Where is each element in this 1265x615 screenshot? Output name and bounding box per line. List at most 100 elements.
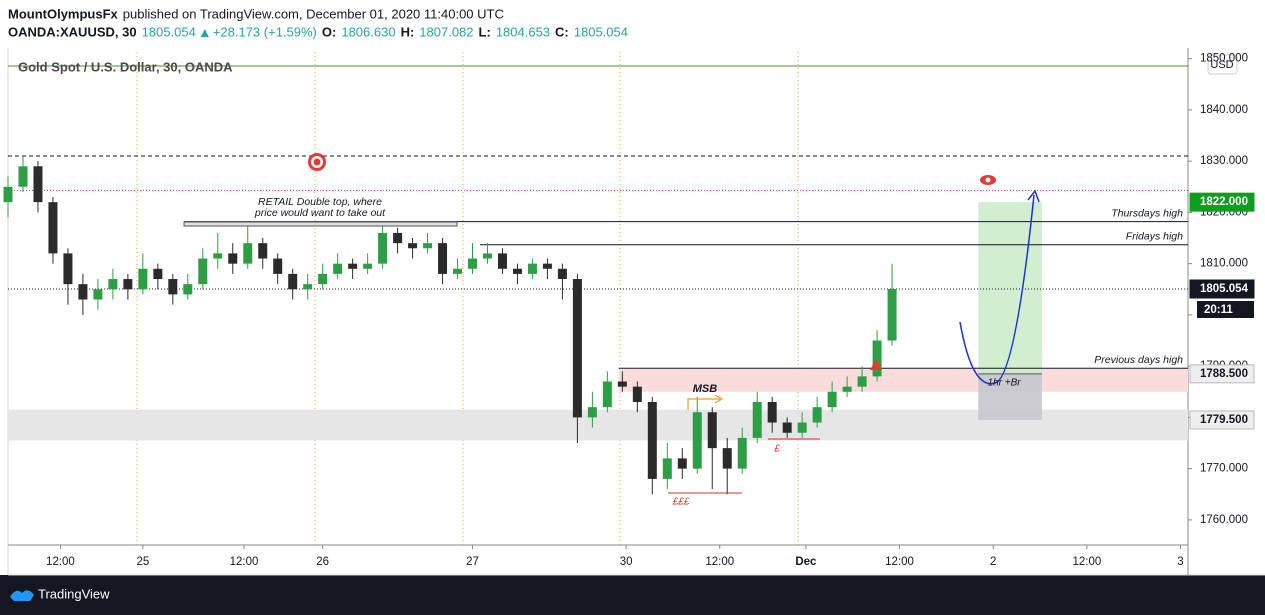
loss-zone	[978, 373, 1042, 420]
brand-logo	[10, 590, 34, 601]
candle-body	[318, 273, 328, 285]
candle-body	[78, 284, 88, 300]
x-tick-label: 12:00	[705, 556, 734, 568]
last-price: 1805.054	[142, 24, 196, 39]
candle-body	[63, 253, 73, 285]
candle-body	[198, 258, 208, 285]
eye-icon	[980, 175, 996, 185]
ohlc-label: L:	[479, 24, 491, 39]
ohlc-label: H:	[401, 24, 415, 39]
candle-body	[677, 458, 687, 469]
candle-body	[333, 263, 343, 274]
candle-body	[303, 284, 313, 290]
candle-body	[827, 391, 837, 408]
candle-body	[872, 340, 882, 377]
annotation: £	[773, 444, 780, 455]
brand[interactable]: TradingView	[38, 586, 110, 601]
candle-body	[572, 279, 582, 418]
session-separators	[136, 52, 799, 545]
candle-body	[288, 273, 298, 290]
candle-body	[3, 186, 13, 203]
annotation: RETAIL Double top, where	[258, 196, 382, 208]
y-tick-label: 1810.000	[1200, 258, 1248, 270]
symbol: OANDA:XAUUSD, 30	[8, 24, 137, 39]
candle-body	[408, 243, 418, 249]
candle-body	[468, 258, 478, 269]
candle-body	[108, 279, 118, 290]
candle-body	[737, 437, 747, 469]
x-tick-label: 12:00	[885, 556, 914, 568]
countdown: 20:11	[1204, 304, 1233, 316]
zone	[618, 368, 1188, 392]
target-icon	[308, 153, 326, 171]
plot	[3, 155, 1188, 495]
candle-body	[393, 232, 403, 244]
candle-body	[647, 402, 657, 479]
currency: USD	[1210, 59, 1233, 71]
level-label: Thursdays high	[1111, 207, 1183, 219]
candle-body	[363, 263, 373, 269]
candle-body	[812, 407, 822, 423]
candle-body	[168, 279, 178, 295]
price-box	[1189, 364, 1255, 384]
candle-body	[662, 458, 672, 479]
ohlc-value: 1804.653	[496, 24, 550, 39]
candle-body	[752, 402, 762, 438]
warning-icon	[870, 359, 882, 370]
y-tick-label: 1830.000	[1200, 155, 1248, 167]
annotation: MSB	[693, 383, 718, 395]
usd-button[interactable]	[1207, 54, 1238, 75]
profit-zone	[978, 202, 1042, 374]
candle-body	[587, 407, 597, 418]
price-box	[1189, 279, 1255, 299]
candle-body	[857, 376, 867, 387]
x-tick-label: 12:00	[46, 556, 75, 568]
candle-body	[183, 284, 193, 295]
candle-body	[243, 243, 253, 264]
candle-body	[497, 253, 507, 269]
candle-body	[707, 412, 717, 449]
candle-body	[153, 268, 163, 280]
x-tick-label: 12:00	[1072, 556, 1101, 568]
level-label: Previous days high	[1094, 354, 1183, 366]
arrow-head	[1027, 189, 1040, 203]
candle-body	[782, 422, 792, 433]
countdown-box	[1197, 300, 1254, 318]
ohlc-label: C:	[555, 24, 569, 39]
y-tick-label: 1770.000	[1200, 463, 1248, 475]
candle-body	[482, 253, 492, 259]
candle-body	[33, 166, 43, 203]
annotation: £££	[672, 497, 690, 508]
candle-body	[797, 422, 807, 433]
annotation: price would want to take out	[254, 207, 386, 219]
price-box	[1189, 192, 1255, 212]
author: MountOlympusFx	[8, 6, 119, 21]
price-box	[1189, 410, 1255, 430]
price-box-label: 1805.054	[1200, 283, 1249, 295]
ohlc-value: 1807.082	[419, 24, 473, 39]
chart-title: Gold Spot / U.S. Dollar, 30, OANDA	[18, 59, 233, 74]
ohlc-value: 1805.054	[574, 24, 628, 39]
candle-body	[632, 386, 642, 403]
candle-body	[453, 268, 463, 274]
candle-body	[767, 402, 777, 423]
candle-body	[18, 166, 28, 187]
position-label: 1hr +Br	[988, 377, 1022, 388]
level-label: Fridays high	[1126, 230, 1183, 242]
x-tick-label: 30	[620, 556, 633, 568]
candle-body	[438, 243, 448, 274]
ohlc-label: O:	[322, 24, 336, 39]
x-tick-label: 25	[136, 556, 149, 568]
candle-body	[138, 268, 148, 290]
price-box-label: 1779.500	[1200, 414, 1248, 426]
candle-body	[273, 258, 283, 274]
candle-body	[423, 243, 433, 249]
candle-body	[123, 279, 133, 290]
publish-info: published on TradingView.com, December 0…	[123, 6, 504, 21]
candle-body	[228, 253, 238, 264]
y-tick-label: 1760.000	[1200, 514, 1248, 526]
x-tick-label: 26	[316, 556, 329, 568]
candle-body	[557, 268, 567, 280]
